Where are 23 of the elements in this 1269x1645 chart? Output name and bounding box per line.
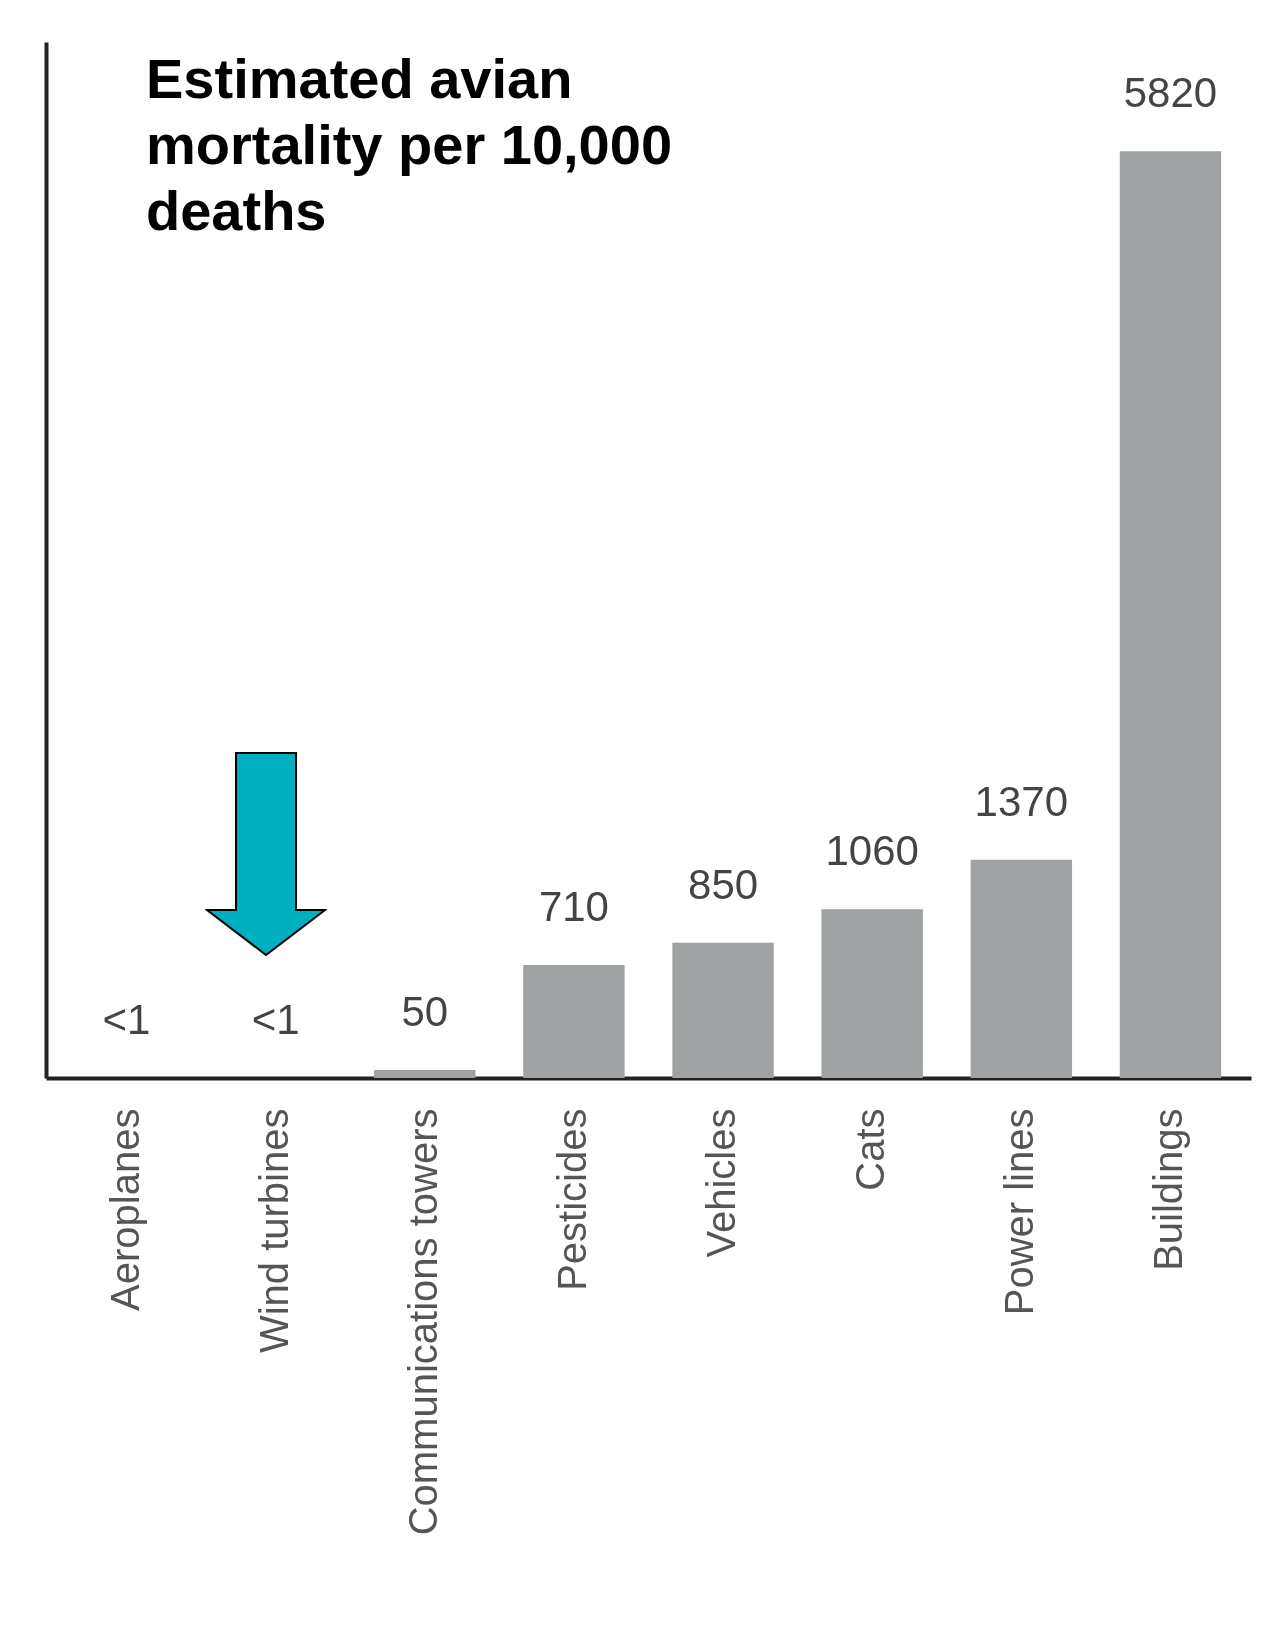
bar — [970, 859, 1073, 1078]
x-tick-label: Aeroplanes — [102, 1108, 147, 1311]
x-tick-label: Vehicles — [699, 1108, 744, 1258]
bar — [821, 909, 923, 1078]
data-label: <1 — [251, 995, 300, 1043]
x-tick-label: Power lines — [997, 1108, 1042, 1316]
bar — [1119, 151, 1222, 1078]
chart-title: Estimated avian mortality per 10,000 deaths — [146, 47, 673, 242]
data-label: 850 — [688, 860, 759, 908]
data-label: <1 — [102, 995, 151, 1043]
x-tick-label: Buildings — [1146, 1108, 1191, 1271]
data-label: 1370 — [974, 777, 1069, 825]
x-tick-label: Wind turbines — [251, 1108, 296, 1354]
data-label: 710 — [538, 882, 609, 930]
x-tick-label: Pesticides — [549, 1108, 594, 1291]
data-label: 1060 — [825, 827, 919, 875]
x-tick-label: Communications towers — [400, 1108, 445, 1536]
bar — [523, 964, 625, 1078]
x-tick-label: Cats — [848, 1108, 893, 1191]
data-label: 5820 — [1123, 69, 1218, 117]
bar — [374, 1070, 476, 1078]
bar — [672, 942, 774, 1078]
data-label: 50 — [401, 988, 449, 1036]
